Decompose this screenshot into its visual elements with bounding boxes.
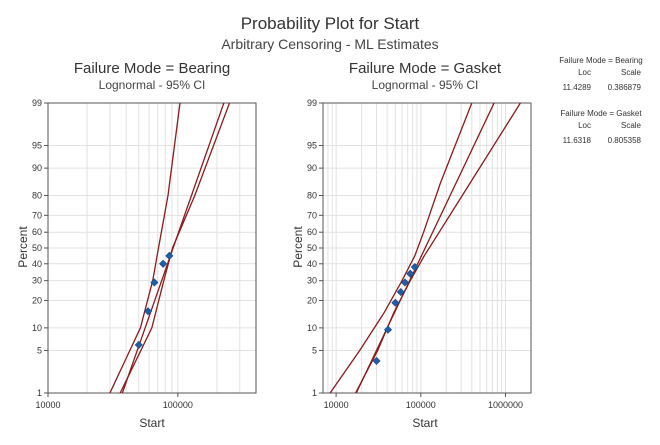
stats-scale-header-gasket: Scale (621, 121, 642, 130)
y-tick-label: 90 (32, 163, 42, 173)
panel-title-gasket: Failure Mode = Gasket (349, 60, 502, 77)
data-point (391, 298, 400, 307)
ci-upper-bound-bearing (109, 103, 181, 393)
fit-lines-bearing (109, 103, 231, 393)
panel-bearing: Failure Mode = Bearing Lognormal - 95% C… (16, 60, 257, 430)
x-tick-label: 10000 (35, 400, 60, 410)
y-tick-label: 99 (307, 98, 317, 108)
y-tick-label: 30 (32, 276, 42, 286)
y-tick-label: 80 (307, 191, 317, 201)
stats-scale-value-bearing: 0.386879 (608, 83, 642, 92)
data-points-gasket (372, 263, 419, 365)
y-tick-label: 30 (307, 276, 317, 286)
stats-label-gasket: Failure Mode = Gasket (560, 109, 642, 118)
panel-subtitle-gasket: Lognormal - 95% CI (372, 78, 479, 92)
data-point (144, 307, 153, 316)
y-axis-label-gasket: Percent (291, 226, 305, 268)
stats-loc-value-bearing: 11.4289 (563, 83, 592, 92)
y-tick-label: 70 (307, 210, 317, 220)
stats-loc-value-gasket: 11.6318 (563, 136, 592, 145)
data-point (383, 325, 393, 334)
y-tick-label: 70 (32, 210, 42, 220)
y-tick-label: 80 (32, 191, 42, 201)
data-point (372, 356, 381, 365)
panel-subtitle-bearing: Lognormal - 95% CI (99, 78, 206, 92)
data-point (410, 263, 419, 272)
data-point (396, 287, 405, 297)
stats-table-gasket: Failure Mode = Gasket Loc Scale 11.6318 … (560, 109, 642, 145)
fitted-line-gasket (355, 103, 495, 393)
x-tick-label: 100000 (163, 400, 193, 410)
y-tick-label: 10 (32, 323, 42, 333)
x-tick-label: 100000 (406, 400, 436, 410)
stats-scale-header-bearing: Scale (621, 68, 642, 77)
y-tick-label: 20 (307, 295, 317, 305)
grid-gasket (322, 102, 532, 394)
y-tick-label: 5 (37, 346, 42, 356)
y-tick-label: 1 (312, 388, 317, 398)
stats-loc-header-gasket: Loc (578, 121, 591, 130)
y-tick-label: 99 (32, 98, 42, 108)
data-point (400, 278, 409, 287)
x-axis-label-bearing: Start (139, 416, 165, 430)
data-point (165, 251, 174, 260)
y-tick-label: 5 (312, 346, 317, 356)
y-tick-label: 1 (37, 388, 42, 398)
y-tick-label: 95 (32, 140, 42, 150)
y-tick-label: 40 (307, 259, 317, 269)
y-tick-label: 20 (32, 295, 42, 305)
data-point (159, 259, 168, 268)
panel-gasket: Failure Mode = Gasket Lognormal - 95% CI… (291, 60, 532, 430)
y-tick-label: 90 (307, 163, 317, 173)
x-tick-label: 1000000 (488, 400, 523, 410)
data-point (406, 269, 415, 278)
y-tick-label: 10 (307, 323, 317, 333)
figure-subtitle: Arbitrary Censoring - ML Estimates (221, 36, 438, 52)
y-tick-label: 95 (307, 140, 317, 150)
data-point (134, 340, 143, 349)
ci-upper-bound-gasket (329, 103, 473, 393)
x-axis-label-gasket: Start (412, 416, 438, 430)
figure-title: Probability Plot for Start (241, 14, 420, 33)
stats-scale-value-gasket: 0.805358 (608, 136, 642, 145)
stats-table-bearing: Failure Mode = Bearing Loc Scale 11.4289… (559, 56, 642, 92)
grid-bearing (47, 102, 257, 394)
stats-loc-header-bearing: Loc (578, 68, 591, 77)
y-tick-label: 60 (307, 227, 317, 237)
y-tick-label: 50 (32, 243, 42, 253)
data-point (150, 278, 159, 287)
y-tick-label: 50 (307, 243, 317, 253)
stats-label-bearing: Failure Mode = Bearing (559, 56, 642, 65)
panel-title-bearing: Failure Mode = Bearing (74, 60, 230, 77)
ci-lower-bound-bearing (119, 103, 231, 393)
y-tick-label: 60 (32, 227, 42, 237)
x-tick-label: 10000 (324, 400, 349, 410)
y-axis-label-bearing: Percent (16, 226, 30, 268)
y-tick-label: 40 (32, 259, 42, 269)
data-points-bearing (134, 251, 174, 349)
